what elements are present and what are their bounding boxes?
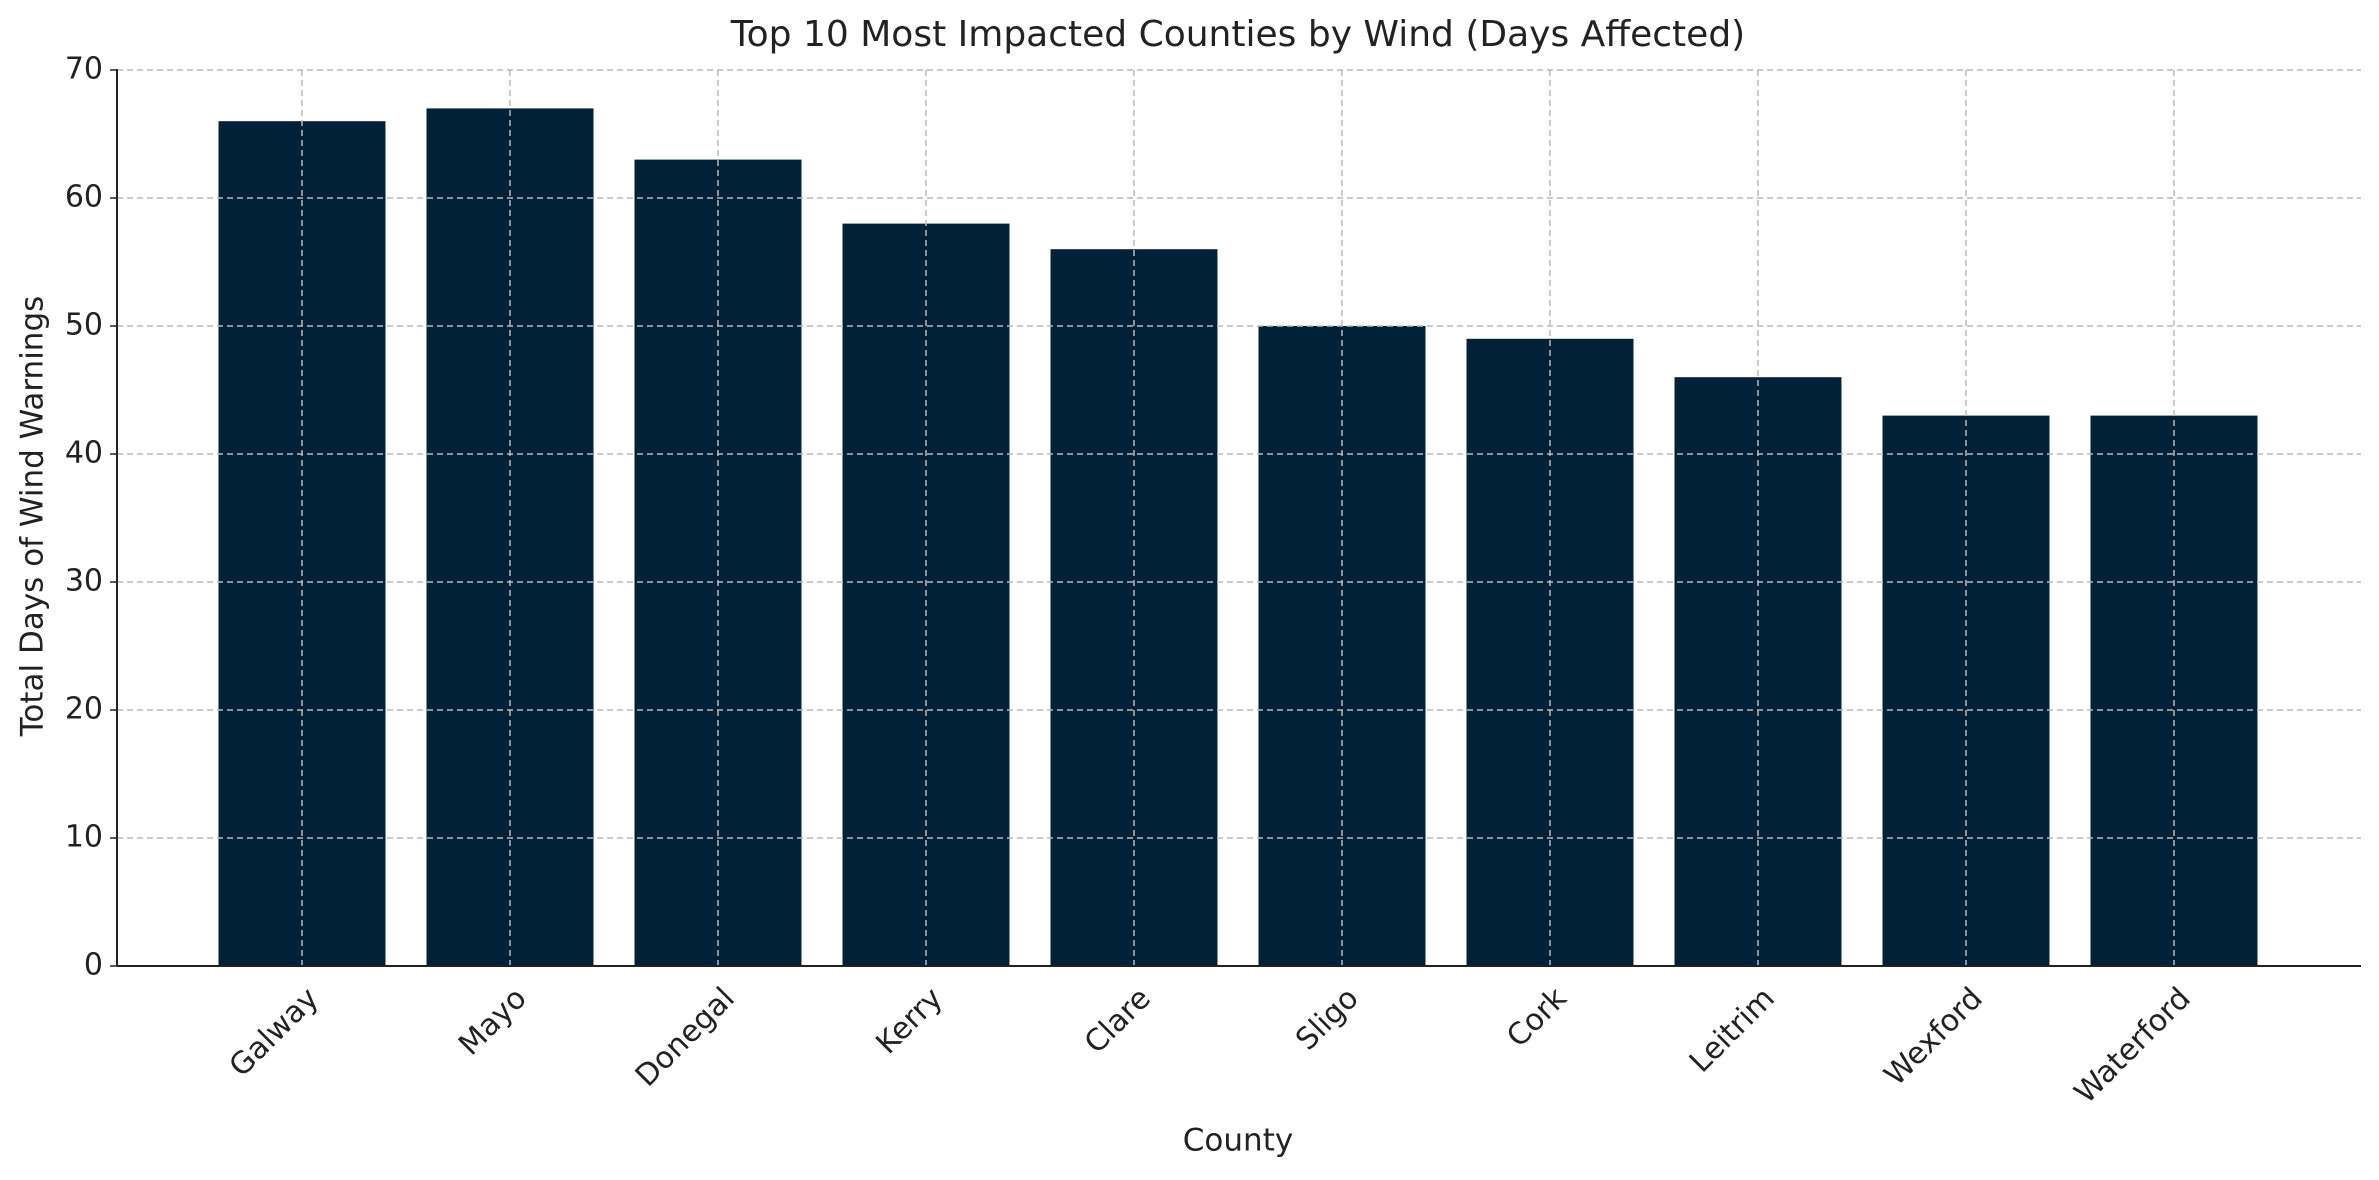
y-tick-label: 50 <box>65 308 103 343</box>
y-tick-label: 0 <box>84 948 103 983</box>
y-tick-label: 70 <box>65 52 103 87</box>
y-tick-label: 20 <box>65 692 103 727</box>
x-tick-label: Waterford <box>2068 981 2198 1111</box>
y-tick-label: 30 <box>65 564 103 599</box>
y-tick-label: 60 <box>65 180 103 215</box>
bar <box>1050 249 1218 966</box>
x-tick-label: Kerry <box>869 981 949 1061</box>
x-axis-label: County <box>1183 1123 1293 1159</box>
y-tick-label: 10 <box>65 820 103 855</box>
x-tick-label: Cork <box>1500 980 1574 1054</box>
x-tick-label: Donegal <box>629 981 742 1094</box>
x-tick-label: Mayo <box>452 981 534 1063</box>
y-axis-label: Total Days of Wind Warnings <box>15 296 51 738</box>
x-tick-label: Sligo <box>1289 981 1365 1057</box>
x-tick-label: Galway <box>223 981 326 1084</box>
x-tick-label: Clare <box>1078 981 1158 1061</box>
chart-title: Top 10 Most Impacted Counties by Wind (D… <box>730 14 1745 55</box>
x-tick-label: Wexford <box>1878 981 1990 1093</box>
x-tick-label: Leitrim <box>1683 981 1782 1080</box>
y-tick-label: 40 <box>65 436 103 471</box>
